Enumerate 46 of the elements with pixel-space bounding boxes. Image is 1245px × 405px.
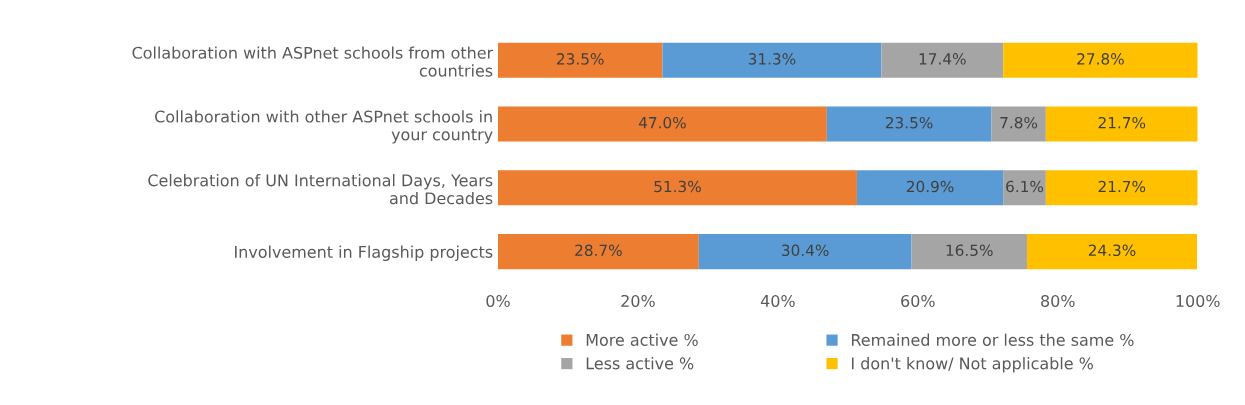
legend-label: Less active % xyxy=(586,357,694,370)
x-tick-label: 0% xyxy=(486,294,510,307)
bar xyxy=(498,170,857,206)
x-tick-label: 100% xyxy=(1176,294,1220,307)
x-tick-label: 20% xyxy=(621,294,655,307)
bar xyxy=(498,42,663,78)
data-label: 47.0% xyxy=(638,116,686,129)
bar xyxy=(826,106,992,142)
bar xyxy=(1003,42,1198,78)
x-tick-label: 40% xyxy=(760,294,795,307)
data-label: 20.9% xyxy=(906,180,954,193)
data-label: 7.8% xyxy=(1000,116,1038,129)
data-label: 28.7% xyxy=(575,244,622,257)
data-label: 17.4% xyxy=(919,53,966,65)
bar xyxy=(1045,106,1198,142)
data-label: 23.5% xyxy=(885,116,933,129)
y-tick-label: Collaboration with ASPnet schools from other countries xyxy=(132,46,494,77)
legend-label: More active % xyxy=(586,333,698,346)
bar xyxy=(662,42,882,78)
data-label: 6.1% xyxy=(1006,180,1044,193)
data-label: 16.5% xyxy=(946,244,993,257)
bar xyxy=(911,234,1027,270)
data-label: 27.8% xyxy=(1077,53,1124,65)
data-label: 51.3% xyxy=(654,180,701,193)
y-tick-label: Involvement in Flagship projects xyxy=(235,245,493,261)
bar xyxy=(1026,234,1197,270)
data-label: 30.4% xyxy=(782,244,829,257)
bar xyxy=(498,106,827,142)
bar xyxy=(698,234,912,270)
data-label: 31.3% xyxy=(748,53,796,65)
y-tick-label: Collaboration with other ASPnet schools in your country xyxy=(155,110,493,144)
data-label: 21.7% xyxy=(1098,116,1146,129)
x-tick-label: 80% xyxy=(1041,294,1075,307)
bar xyxy=(1045,170,1198,206)
legend-label: I don't know/ Not applicable % xyxy=(851,357,1093,373)
data-label: 24.3% xyxy=(1088,244,1136,257)
bar xyxy=(856,170,1004,206)
legend-label: Remained more or less the same % xyxy=(851,333,1134,346)
bar xyxy=(991,106,1046,142)
data-label: 21.7% xyxy=(1098,180,1146,193)
bar xyxy=(881,42,1004,78)
bar xyxy=(498,234,699,270)
bar xyxy=(1003,170,1046,206)
data-label: 23.5% xyxy=(557,53,604,65)
x-tick-label: 60% xyxy=(901,294,935,307)
y-tick-label: Celebration of UN International Days, Years and Decades xyxy=(148,174,493,205)
